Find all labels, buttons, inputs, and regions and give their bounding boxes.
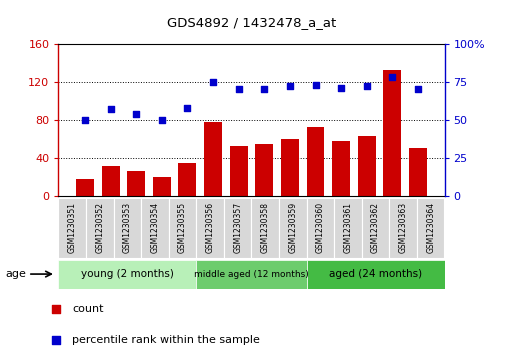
Bar [141,198,169,258]
Text: percentile rank within the sample: percentile rank within the sample [72,335,260,345]
Bar [58,260,196,289]
Bar [178,163,197,196]
Text: GSM1230355: GSM1230355 [178,202,187,253]
Text: GSM1230354: GSM1230354 [150,202,160,253]
Point [260,86,268,92]
Point [107,106,115,112]
Bar [281,139,299,196]
Bar [169,198,196,258]
Text: GSM1230353: GSM1230353 [123,202,132,253]
Point [235,86,243,92]
Text: GDS4892 / 1432478_a_at: GDS4892 / 1432478_a_at [167,16,336,29]
Bar [307,260,444,289]
Bar [384,70,401,196]
Text: young (2 months): young (2 months) [81,269,174,279]
Bar [279,198,307,258]
Text: GSM1230357: GSM1230357 [233,202,242,253]
Bar [306,127,325,196]
Point [337,85,345,91]
Bar [86,198,114,258]
Point [414,86,422,92]
Text: age: age [5,269,26,279]
Bar [102,166,119,196]
Bar [358,136,376,196]
Text: GSM1230363: GSM1230363 [399,202,407,253]
Point [311,82,320,87]
Bar [409,148,427,196]
Point [363,83,371,89]
Bar [256,144,273,196]
Bar [76,179,94,196]
Bar [362,198,389,258]
Point [286,83,294,89]
Bar [127,171,145,196]
Bar [196,260,307,289]
Bar [224,198,251,258]
Text: GSM1230351: GSM1230351 [68,202,77,253]
Text: GSM1230361: GSM1230361 [343,202,353,253]
Bar [332,141,350,196]
Text: middle aged (12 months): middle aged (12 months) [194,270,309,278]
Point [314,197,323,203]
Point [132,111,140,117]
Bar [196,198,224,258]
Bar [230,146,247,196]
Text: GSM1230356: GSM1230356 [206,202,214,253]
Bar [251,198,279,258]
Bar [334,198,362,258]
Text: GSM1230352: GSM1230352 [96,202,104,253]
Text: GSM1230359: GSM1230359 [289,202,297,253]
Bar [153,177,171,196]
Text: GSM1230360: GSM1230360 [316,202,325,253]
Bar [58,198,86,258]
Bar [307,198,334,258]
Point [209,79,217,85]
Bar [417,198,444,258]
Bar [389,198,417,258]
Text: aged (24 months): aged (24 months) [329,269,422,279]
Text: GSM1230364: GSM1230364 [426,202,435,253]
Text: GSM1230358: GSM1230358 [261,202,270,253]
Point [81,117,89,123]
Text: count: count [72,305,104,314]
Bar [204,122,222,196]
Point [157,117,166,123]
Text: GSM1230362: GSM1230362 [371,202,380,253]
Point [388,74,396,80]
Bar [114,198,141,258]
Point [183,105,192,110]
